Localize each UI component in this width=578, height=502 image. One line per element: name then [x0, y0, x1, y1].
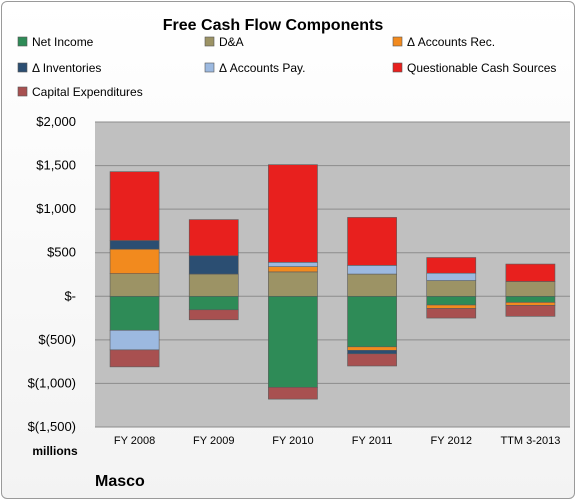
chart-title: Free Cash Flow Components	[163, 17, 384, 34]
bar-segment	[188, 273, 239, 297]
bar-segment	[505, 302, 556, 306]
x-tick-label: FY 2010	[272, 435, 313, 447]
y-tick-label: $(1,000)	[28, 375, 76, 390]
bar-segment	[268, 271, 318, 297]
bar-segment	[347, 273, 397, 297]
y-tick-label: $1,500	[36, 158, 76, 173]
plot-area	[95, 122, 570, 427]
legend-swatch	[392, 62, 403, 73]
legend-swatch	[392, 36, 403, 47]
bar-segment	[505, 295, 556, 303]
y-tick-label: $-	[64, 288, 76, 303]
bar-segment	[426, 295, 477, 306]
unit-label: millions	[32, 444, 78, 458]
bar-segment	[347, 346, 397, 351]
x-axis: FY 2008 FY 2009 FY 2010 FY 2011 FY 2012 TTM 3…	[114, 435, 560, 447]
bar-segment	[268, 295, 318, 388]
x-tick-label: FY 2008	[114, 435, 155, 447]
bar-segment	[426, 257, 477, 274]
bar-segment	[109, 295, 160, 331]
legend-swatch	[204, 62, 215, 73]
legend-label: Δ Accounts Rec.	[407, 35, 495, 49]
bar-segment	[188, 219, 239, 257]
legend-label: Capital Expenditures	[32, 85, 143, 99]
bar-segment	[109, 171, 160, 241]
bar-segment	[426, 272, 477, 281]
bar-segment	[109, 273, 160, 297]
company-name: Masco	[95, 473, 145, 490]
legend-swatch	[17, 62, 28, 73]
gridlines	[95, 121, 570, 428]
bar-segment	[268, 266, 318, 273]
y-tick-label: $500	[47, 245, 76, 260]
bar-segment	[347, 350, 397, 355]
bar-segment	[188, 295, 239, 311]
y-axis: $2,000 $1,500 $1,000 $500 $- $(500) $(1,000) $(…	[28, 114, 76, 434]
legend-label: Δ Inventories	[32, 61, 101, 75]
bar-segment	[268, 387, 318, 400]
bar-segment	[505, 305, 556, 317]
legend-swatch	[17, 86, 28, 97]
y-tick-label: $(500)	[38, 332, 76, 347]
bar-segment	[109, 349, 160, 368]
bar-segment	[505, 263, 556, 282]
bar-segment	[188, 255, 239, 275]
legend-swatch	[17, 36, 28, 47]
x-tick-label: TTM 3-2013	[500, 435, 560, 447]
x-tick-label: FY 2011	[352, 435, 393, 447]
legend-label: D&A	[219, 35, 244, 49]
bar-segment	[188, 309, 239, 321]
legend: Net Income D&A Δ Accounts Rec. Δ Inventorie…	[17, 35, 556, 99]
bar-segment	[109, 248, 160, 274]
legend-label: Δ Accounts Pay.	[219, 61, 306, 75]
legend-swatch	[204, 36, 215, 47]
bars	[109, 164, 556, 400]
bar-segment	[426, 280, 477, 297]
bar-segment	[347, 217, 397, 266]
y-tick-label: $(1,500)	[28, 419, 76, 434]
bar-segment	[505, 281, 556, 297]
bar-segment	[426, 304, 477, 309]
legend-label: Net Income	[32, 35, 94, 49]
bar-segment	[347, 295, 397, 348]
bar-segment	[347, 265, 397, 275]
bar-segment	[268, 261, 318, 267]
y-tick-label: $2,000	[36, 114, 76, 129]
y-tick-label: $1,000	[36, 201, 76, 216]
bar-segment	[109, 240, 160, 250]
bar-segment	[109, 329, 160, 351]
x-tick-label: FY 2012	[431, 435, 472, 447]
legend-label: Questionable Cash Sources	[407, 61, 556, 75]
bar-segment	[347, 353, 397, 367]
bar-segment	[268, 164, 318, 263]
x-tick-label: FY 2009	[193, 435, 234, 447]
bar-segment	[426, 308, 477, 319]
